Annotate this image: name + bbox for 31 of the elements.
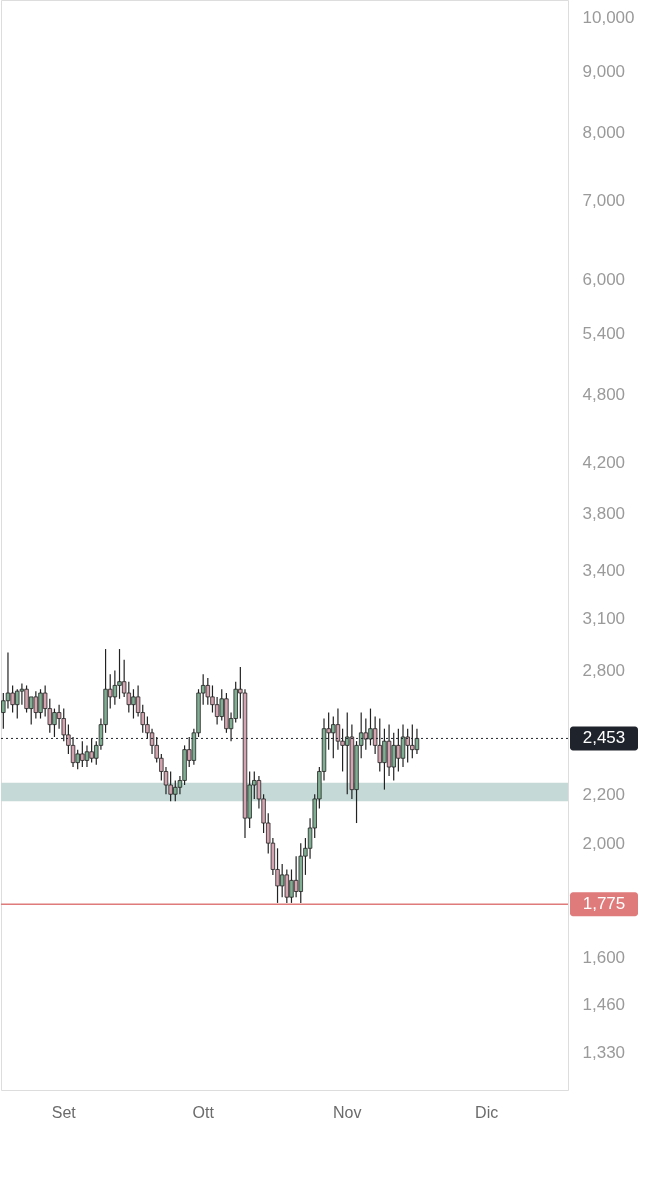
candlestick (112, 669, 118, 706)
y-tick-label: 7,000 (582, 191, 626, 211)
y-tick-label: 5,400 (582, 324, 626, 344)
y-tick-label: 3,100 (582, 608, 626, 628)
y-tick-label: 1,330 (582, 1042, 626, 1062)
y-tick-label: 6,000 (582, 270, 626, 290)
y-tick-label: 3,400 (582, 561, 626, 581)
y-tick-label: 8,000 (582, 122, 626, 142)
x-tick-label: Dic (475, 1103, 499, 1121)
candlestick (214, 696, 220, 726)
y-tick-label: 2,000 (582, 833, 626, 853)
x-tick-label: Nov (333, 1103, 362, 1121)
ref-line-label: 1,775 (582, 894, 626, 914)
ref-line-label: 2,453 (582, 728, 626, 748)
y-tick-label: 1,460 (582, 995, 626, 1015)
y-tick-label: 2,200 (582, 784, 626, 804)
y-tick-label: 3,800 (582, 504, 626, 524)
candlestick (293, 855, 299, 898)
candlestick (84, 744, 90, 768)
y-tick-label: 9,000 (582, 62, 626, 82)
x-tick-label: Ott (192, 1103, 215, 1121)
candlestick (5, 651, 11, 710)
y-tick-label: 4,800 (582, 384, 626, 404)
candlestick (279, 863, 285, 898)
y-tick-label: 2,800 (582, 661, 626, 681)
candlestick (205, 677, 211, 706)
x-tick-label: Set (51, 1103, 77, 1121)
y-tick-label: 1,600 (582, 948, 626, 968)
y-tick-label: 10,000 (582, 8, 635, 28)
candlestick (284, 868, 290, 904)
y-tick-label: 4,200 (582, 453, 626, 473)
